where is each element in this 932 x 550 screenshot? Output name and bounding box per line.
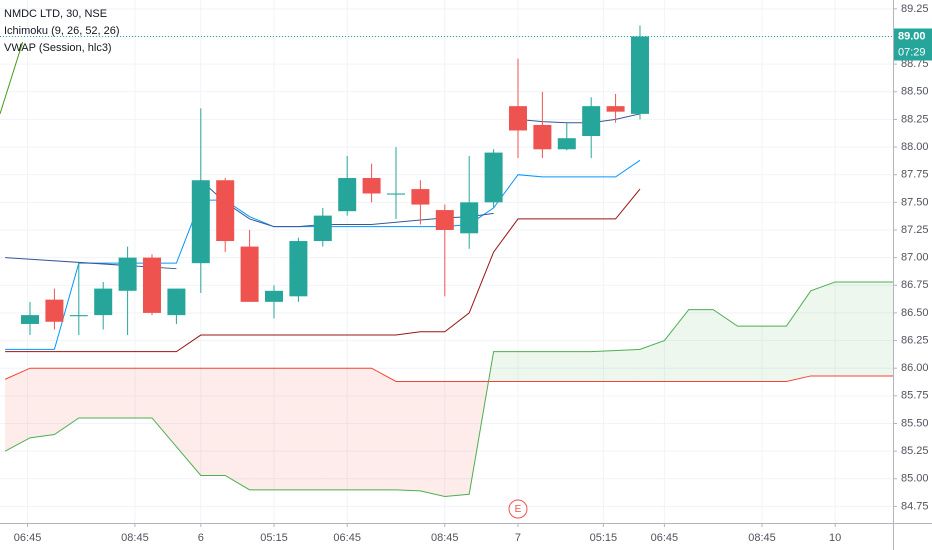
y-tick-label: 88.25 bbox=[901, 113, 929, 125]
earnings-label: E bbox=[515, 504, 522, 515]
candle-body bbox=[411, 189, 430, 205]
x-tick-label: 05:15 bbox=[590, 532, 618, 544]
candle-body bbox=[191, 180, 210, 264]
cloud-fill bbox=[664, 309, 689, 382]
x-tick-label: 10 bbox=[829, 532, 841, 544]
last-price-box bbox=[894, 28, 932, 61]
x-tick-label: 08:45 bbox=[121, 532, 149, 544]
candle-body bbox=[338, 178, 357, 212]
cloud-fill bbox=[835, 281, 893, 376]
cloud-fill bbox=[639, 340, 665, 382]
candle-body bbox=[435, 210, 454, 230]
cloud-fill bbox=[591, 349, 640, 382]
candle-body bbox=[216, 180, 235, 242]
candle-body bbox=[143, 257, 162, 313]
y-tick-label: 88.75 bbox=[901, 58, 929, 70]
candle-body bbox=[557, 138, 576, 150]
indicator-legend: VWAP (Session, hlc3) bbox=[4, 42, 112, 54]
y-tick-label: 84.75 bbox=[901, 500, 929, 512]
candle-body bbox=[582, 106, 601, 137]
cloud-fill bbox=[371, 368, 396, 490]
cloud-fill bbox=[420, 381, 445, 497]
indicator-line bbox=[5, 159, 641, 350]
axes: 84.75 85.00 85.25 85.50 85.75 86.00 86.25 86.50… bbox=[14, 3, 932, 544]
candle-body bbox=[386, 193, 405, 195]
candle-body bbox=[533, 124, 552, 150]
y-tick-label: 86.25 bbox=[901, 334, 929, 346]
candle-body bbox=[484, 152, 503, 203]
cloud-fill bbox=[786, 290, 811, 382]
y-tick-label: 86.00 bbox=[901, 362, 929, 374]
indicator-legend: Ichimoku (9, 26, 52, 26) bbox=[4, 25, 120, 37]
candle-body bbox=[362, 178, 381, 194]
cloud-fill bbox=[78, 368, 153, 418]
countdown-label: 07:29 bbox=[898, 46, 926, 58]
candle-body bbox=[167, 288, 186, 316]
y-tick-label: 88.50 bbox=[901, 86, 929, 98]
x-tick-label: 08:45 bbox=[431, 532, 459, 544]
cloud-fill bbox=[347, 368, 372, 490]
candle-body bbox=[508, 106, 527, 131]
y-tick-label: 85.75 bbox=[901, 390, 929, 402]
candle-body bbox=[45, 299, 64, 322]
y-tick-label: 87.75 bbox=[901, 169, 929, 181]
leading-span-a bbox=[4, 281, 893, 497]
cloud-fill bbox=[493, 351, 543, 382]
plot-area bbox=[0, 25, 893, 497]
candle-body bbox=[69, 315, 88, 317]
x-tick-label: 08:45 bbox=[748, 532, 776, 544]
candle-body bbox=[630, 36, 649, 114]
y-tick-label: 86.75 bbox=[901, 279, 929, 291]
x-tick-label: 06:45 bbox=[333, 532, 361, 544]
candle-body bbox=[289, 241, 308, 297]
candle-body bbox=[264, 290, 283, 302]
y-tick-label: 85.25 bbox=[901, 445, 929, 457]
y-tick-label: 86.50 bbox=[901, 307, 929, 319]
candle-body bbox=[118, 257, 137, 291]
y-tick-label: 85.00 bbox=[901, 473, 929, 485]
cloud-fill bbox=[444, 381, 470, 497]
cloud-fill bbox=[395, 381, 421, 491]
y-tick-label: 87.25 bbox=[901, 224, 929, 236]
x-tick-label: 7 bbox=[515, 532, 521, 544]
candle-body bbox=[606, 106, 625, 112]
cloud-fill bbox=[5, 368, 31, 452]
candle-body bbox=[21, 315, 40, 324]
y-tick-label: 85.50 bbox=[901, 417, 929, 429]
y-tick-label: 88.00 bbox=[901, 141, 929, 153]
leading-span-b bbox=[4, 367, 893, 382]
candle-body bbox=[94, 288, 113, 316]
indicator-line bbox=[0, 41, 24, 115]
x-tick-label: 06:45 bbox=[651, 532, 679, 544]
cloud-fill bbox=[200, 368, 226, 476]
cloud-fill bbox=[225, 368, 250, 490]
y-tick-label: 89.25 bbox=[901, 3, 929, 15]
candle-body bbox=[240, 246, 259, 302]
cloud-fill bbox=[322, 368, 348, 490]
indicator-line bbox=[5, 188, 641, 353]
y-tick-label: 87.00 bbox=[901, 252, 929, 264]
cloud-fill bbox=[542, 351, 592, 382]
last-price-label: 89.00 bbox=[898, 30, 926, 42]
symbol-title: NMDC LTD, 30, NSE bbox=[4, 8, 107, 20]
cloud-fill bbox=[688, 309, 714, 382]
cloud-fill bbox=[737, 326, 787, 382]
cloud-fill bbox=[30, 368, 55, 438]
x-tick-label: 06:45 bbox=[14, 532, 42, 544]
cloud-fill bbox=[54, 368, 79, 435]
earnings-marker bbox=[508, 499, 528, 519]
cloud-fill bbox=[249, 368, 323, 490]
cloud-fill bbox=[810, 281, 836, 376]
cloud-fill bbox=[152, 368, 201, 476]
candle-body bbox=[313, 215, 332, 242]
candle-body bbox=[460, 202, 479, 234]
x-tick-label: 05:15 bbox=[260, 532, 288, 544]
y-tick-label: 87.50 bbox=[901, 196, 929, 208]
cloud-fill bbox=[713, 309, 738, 382]
x-tick-label: 6 bbox=[198, 532, 204, 544]
